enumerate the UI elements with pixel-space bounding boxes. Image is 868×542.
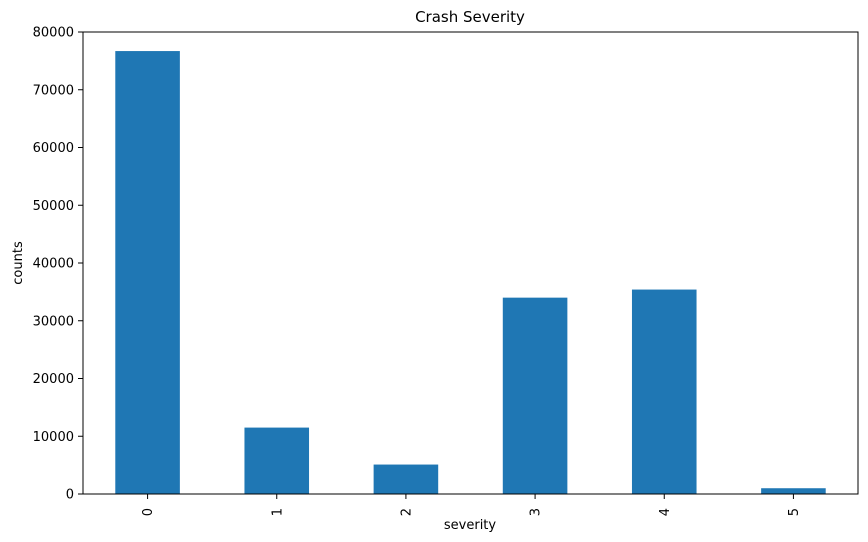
y-tick-label: 70000 [33, 83, 74, 98]
y-axis-label: counts [11, 241, 26, 285]
x-tick-label: 4 [658, 508, 673, 516]
bars-layer [115, 51, 826, 495]
y-tick-label: 60000 [33, 141, 74, 156]
x-ticks-layer: 0 1 2 3 4 5 [141, 494, 802, 516]
y-tick-label: 20000 [33, 372, 74, 387]
y-tick-label: 80000 [33, 26, 74, 41]
y-ticks-layer: 0 10000 20000 30000 40000 50000 60000 70000 8000… [33, 26, 83, 503]
bar-4 [631, 289, 697, 494]
bar-3 [502, 297, 568, 494]
y-tick-label: 40000 [33, 257, 74, 272]
y-tick-label: 30000 [33, 314, 74, 329]
plot-frame [82, 31, 859, 495]
x-tick-label: 3 [529, 508, 544, 516]
bar-2 [373, 464, 439, 494]
x-tick-label: 0 [141, 508, 156, 516]
x-tick-label: 2 [399, 508, 414, 516]
y-tick-label: 50000 [33, 199, 74, 214]
x-tick-label: 5 [787, 508, 802, 516]
chart-title: Crash Severity [415, 8, 525, 26]
x-axis-label: severity [444, 518, 497, 533]
x-tick-label: 1 [270, 508, 285, 516]
y-tick-label: 0 [66, 488, 74, 503]
bar-5 [761, 488, 826, 494]
y-tick-label: 10000 [33, 430, 74, 445]
bar-1 [244, 427, 310, 494]
bar-0 [115, 51, 180, 495]
